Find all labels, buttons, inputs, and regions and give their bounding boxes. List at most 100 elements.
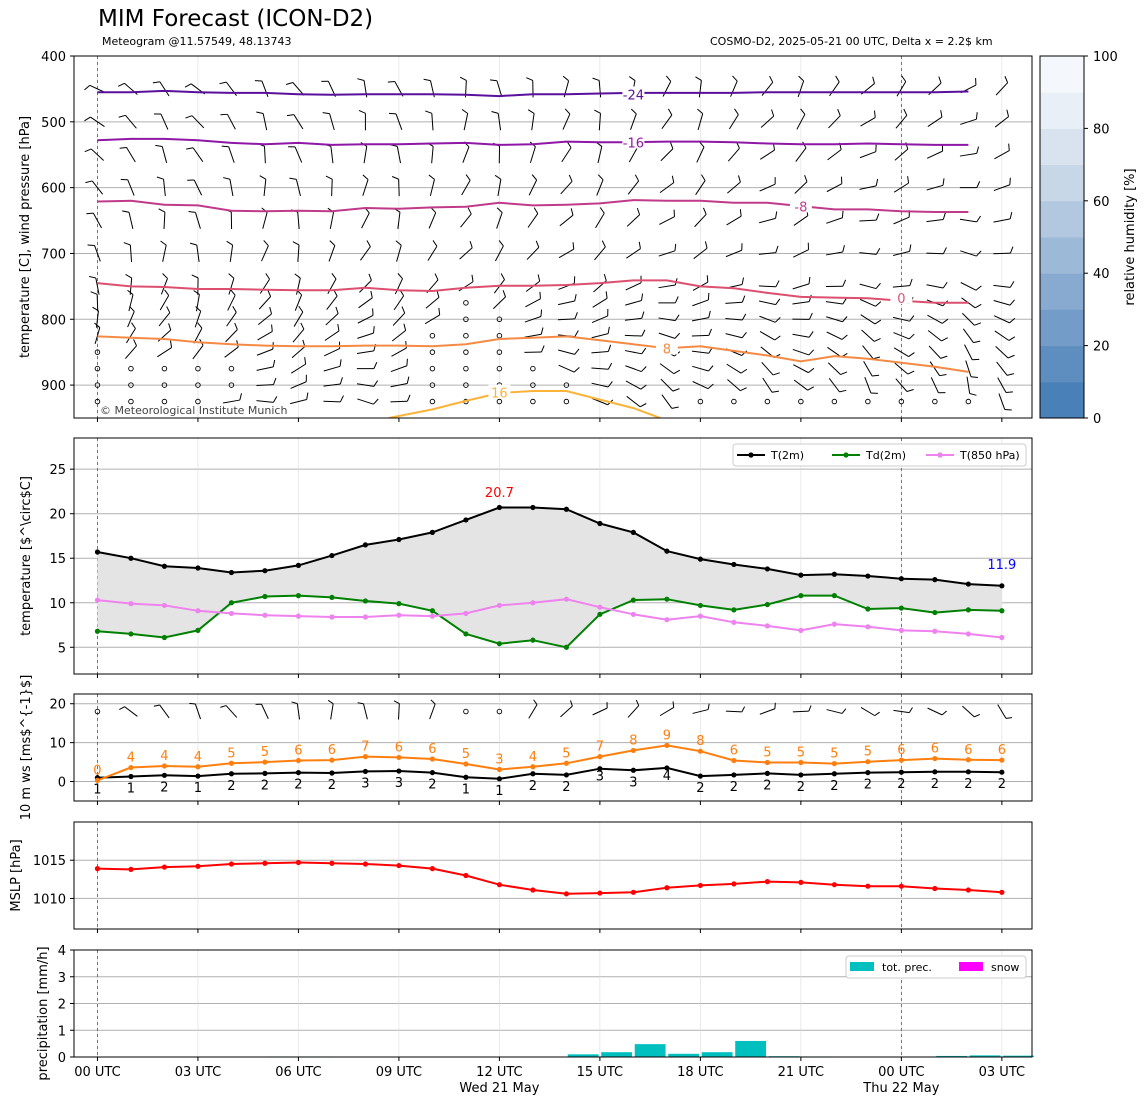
wind-barb <box>691 317 709 322</box>
y-tick-label: 2 <box>58 998 66 1013</box>
wind-barb <box>296 277 301 295</box>
mslp-point <box>429 866 436 872</box>
wind-barb-feather <box>808 367 815 374</box>
wind-barb-feather <box>671 175 675 183</box>
colorbar-tick-label: 100 <box>1093 50 1118 65</box>
wind-barb-feather <box>127 289 134 295</box>
wind-barb-feather <box>228 273 235 279</box>
gust-point <box>128 764 134 771</box>
wind-barb <box>994 150 1010 160</box>
wind-barb <box>759 331 775 341</box>
calm-wind-marker <box>764 398 771 405</box>
td2m-point <box>463 631 469 637</box>
wind-barb-feather <box>639 403 647 408</box>
wind-barb-feather <box>533 699 538 705</box>
ws-point <box>228 771 235 777</box>
wind-barb-feather <box>732 75 738 82</box>
panel-frame <box>73 693 1033 802</box>
wind-barb-feather <box>1009 317 1016 324</box>
wind-barb <box>163 212 166 230</box>
wind-barb <box>328 245 336 262</box>
t2m-point <box>865 573 871 579</box>
wind-barb-feather <box>263 240 269 247</box>
wind-barb <box>758 285 776 288</box>
wind-barb <box>759 708 776 715</box>
colorbar-label: relative humidity [%] <box>1123 168 1138 305</box>
wind-barb-feather <box>592 77 600 81</box>
wind-barb <box>727 147 740 162</box>
wind-barb-feather <box>327 699 334 705</box>
wind-barb <box>290 363 306 374</box>
wind-barb <box>625 365 642 373</box>
wind-barb-feather <box>1006 373 1015 376</box>
wind-barb <box>728 114 739 130</box>
wind-barb <box>163 179 166 197</box>
wind-barb <box>894 148 909 161</box>
model-run-info: COSMO-D2, 2025-05-21 00 UTC, Delta x = 2… <box>710 35 993 48</box>
wind-barb <box>157 347 172 358</box>
calm-wind-marker <box>429 365 436 372</box>
wind-barb-feather <box>436 290 440 298</box>
wind-barb <box>559 214 574 227</box>
wind-barb-feather <box>358 110 366 114</box>
wind-barb <box>594 246 606 261</box>
wind-barb-feather <box>465 174 471 181</box>
isotherm-line <box>388 390 661 418</box>
wind-barb-feather <box>232 306 237 313</box>
legend-label-prec: tot. prec. <box>882 961 932 974</box>
wind-barb <box>227 294 236 311</box>
wind-barb <box>591 397 608 406</box>
wind-barb-feather <box>267 289 272 297</box>
wind-speed-label: 2 <box>730 780 738 795</box>
gust-point <box>731 757 737 764</box>
wind-barb-feather <box>566 141 572 148</box>
wind-barb <box>994 116 1009 128</box>
wind-barb <box>162 245 167 262</box>
wind-barb-feather <box>976 146 980 154</box>
wind-barb-feather <box>906 388 914 392</box>
wind-barb <box>431 113 434 131</box>
mslp-point <box>128 866 134 872</box>
td2m-point <box>932 609 938 616</box>
wind-barb-feather <box>294 273 301 279</box>
y-tick-label: 0 <box>58 1051 66 1066</box>
ws-point <box>362 768 369 775</box>
wind-barb-feather <box>184 83 192 88</box>
wind-barb <box>993 315 1010 324</box>
wind-barb <box>360 246 371 261</box>
x-tick-label: 15 UTC <box>577 1065 623 1080</box>
temperature-legend: T(2m) Td(2m) T(850 hPa) <box>732 443 1027 467</box>
wind-barb-feather <box>808 331 814 338</box>
wind-barb <box>860 117 876 127</box>
wind-barb-feather <box>366 240 371 247</box>
wind-barb <box>658 250 676 257</box>
t850-point <box>228 610 235 617</box>
wind-speed-label: 2 <box>864 778 872 793</box>
wind-barb-feather <box>271 324 273 332</box>
calm-wind-marker <box>530 365 536 372</box>
wind-barb <box>393 295 405 311</box>
wind-barb-feather <box>269 307 273 315</box>
wind-barb <box>330 703 334 720</box>
td2m-point <box>630 597 636 603</box>
wind-barb <box>698 80 702 98</box>
wind-barb <box>626 248 641 259</box>
ws-point <box>295 769 302 776</box>
calm-wind-marker <box>463 382 469 388</box>
wind-barb-feather <box>533 207 539 214</box>
colorbar-segment <box>1040 92 1084 129</box>
ws-point <box>932 769 938 775</box>
wind-barb <box>761 361 774 376</box>
legend-label-t2m: T(2m) <box>770 449 804 462</box>
t850-point <box>697 613 703 619</box>
isotherm-line <box>97 89 969 98</box>
y-tick-label: 600 <box>41 182 66 197</box>
wind-barb <box>193 179 203 196</box>
precipitation-panel: tot. prec. snow <box>266 955 1035 1057</box>
wind-barb-feather <box>335 306 339 314</box>
gust-label: 5 <box>763 745 771 760</box>
wind-barb-feather <box>118 114 126 118</box>
wind-barb <box>125 114 137 129</box>
wind-barb <box>524 316 542 323</box>
colorbar-tick-label: 80 <box>1093 122 1110 137</box>
